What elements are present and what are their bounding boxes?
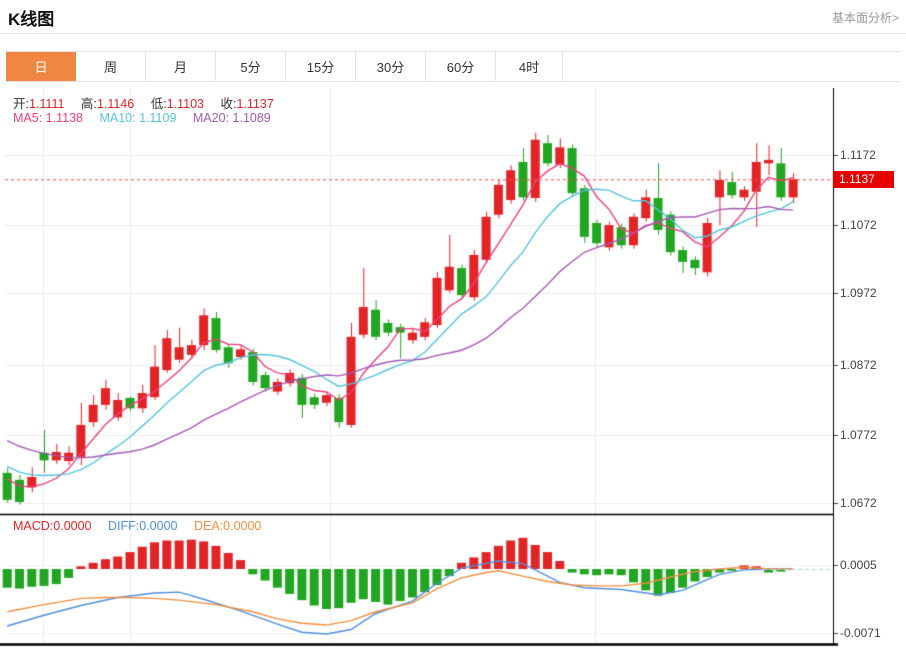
tab-day[interactable]: 日 <box>6 52 76 81</box>
macd-axis-label: 0.0005 <box>840 558 877 572</box>
ma5-value: 1.1138 <box>45 111 83 125</box>
diff-value: 0.0000 <box>139 519 178 533</box>
current-price-tag: 1.1137 <box>833 171 894 188</box>
price-axis-label: 1.0972 <box>840 286 877 300</box>
tab-60min[interactable]: 60分 <box>426 52 496 81</box>
tab-15min[interactable]: 15分 <box>286 52 356 81</box>
macd-label: MACD: <box>13 519 54 533</box>
period-tabbar: 日 周 月 5分 15分 30分 60分 4时 <box>6 51 900 82</box>
close-label: 收: <box>220 97 237 111</box>
macd-info-row: MACD:0.0000 DIFF:0.0000 DEA:0.0000 <box>13 519 274 533</box>
high-value: 1.1146 <box>96 97 135 111</box>
tab-30min[interactable]: 30分 <box>356 52 426 81</box>
ma5-label: MA5: <box>13 111 43 125</box>
dea-label: DEA: <box>193 519 224 533</box>
tab-month[interactable]: 月 <box>146 52 216 81</box>
fundamental-analysis-link[interactable]: 基本面分析> <box>831 11 899 25</box>
diff-label: DIFF: <box>108 519 140 533</box>
dea-value: 0.0000 <box>223 519 262 533</box>
ma-info-row: MA5: 1.1138 MA10: 1.1109 MA20: 1.1089 <box>13 111 284 125</box>
open-value: 1.1111 <box>28 97 65 111</box>
tabbar-filler <box>563 52 900 81</box>
low-value: 1.1103 <box>166 97 204 111</box>
low-label: 低: <box>150 97 167 111</box>
page-title: K线图 <box>8 10 55 29</box>
tab-week[interactable]: 周 <box>76 52 146 81</box>
tab-5min[interactable]: 5分 <box>216 52 286 81</box>
macd-value: 0.0000 <box>53 519 92 533</box>
price-axis-label: 1.0872 <box>840 358 877 372</box>
ma20-value: 1.1089 <box>232 111 271 125</box>
macd-axis-label: -0.0071 <box>840 626 881 640</box>
ma10-label: MA10: <box>99 111 136 125</box>
open-label: 开: <box>13 97 29 111</box>
price-axis-label: 1.1072 <box>840 218 877 232</box>
ma10-value: 1.1109 <box>139 111 177 125</box>
price-axis-label: 1.0772 <box>840 428 877 442</box>
price-axis-label: 1.0672 <box>840 496 877 510</box>
tab-4hour[interactable]: 4时 <box>496 52 563 81</box>
ohlc-info-row: 开:1.1111 高:1.1146 低:1.1103 收:1.1137 <box>13 93 287 112</box>
price-axis-label: 1.1172 <box>840 148 876 162</box>
close-value: 1.1137 <box>236 97 274 111</box>
high-label: 高: <box>80 97 97 111</box>
ma20-label: MA20: <box>192 111 230 125</box>
